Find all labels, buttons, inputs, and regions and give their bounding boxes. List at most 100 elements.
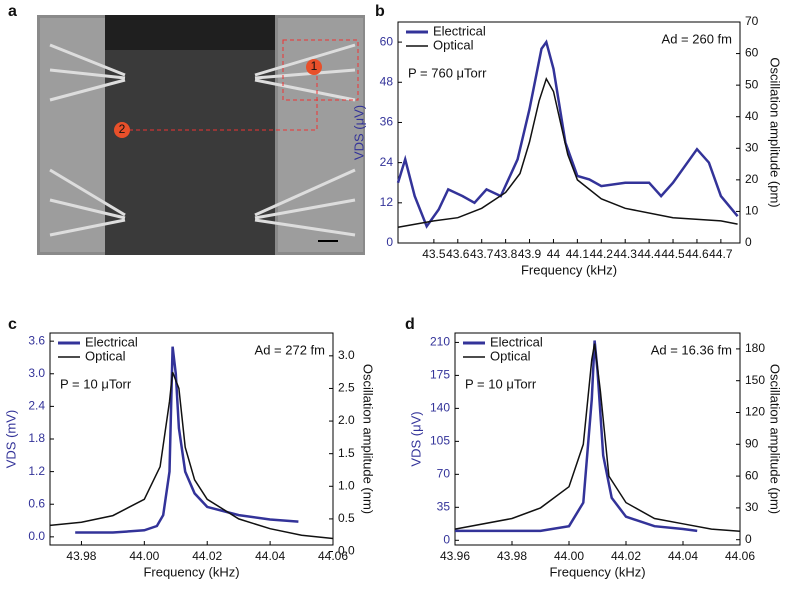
- x-tick-label: 44.4: [637, 247, 661, 261]
- y2-tick-label: 90: [745, 436, 759, 450]
- y-tick-label: 36: [380, 115, 394, 129]
- x-tick-label: 44.1: [566, 247, 590, 261]
- y2-tick-label: 50: [745, 77, 759, 91]
- x-tick-label: 44.02: [611, 549, 641, 563]
- y2-tick-label: 120: [745, 405, 765, 419]
- y-tick-label: 35: [437, 499, 451, 513]
- panel-label: a: [8, 3, 17, 20]
- legend-label: Electrical: [490, 334, 543, 349]
- x-tick-label: 44.06: [318, 549, 348, 563]
- y-tick-label: 2.4: [28, 399, 45, 413]
- y-tick-label: 0: [443, 532, 450, 546]
- annotation: P = 10 μTorr: [465, 376, 537, 391]
- x-tick-label: 43.96: [440, 549, 470, 563]
- y2-tick-label: 60: [745, 46, 759, 60]
- y-tick-label: 12: [380, 195, 394, 209]
- y-tick-label: 0.0: [28, 529, 45, 543]
- y-tick-label: 210: [430, 335, 450, 349]
- x-tick-label: 43.8: [494, 247, 518, 261]
- x-tick-label: 43.98: [497, 549, 527, 563]
- x-tick-label: 44: [547, 247, 561, 261]
- y-axis-label: VDS (μV): [351, 105, 366, 160]
- y-axis-label: VDS (mV): [3, 410, 18, 469]
- y2-tick-label: 150: [745, 373, 765, 387]
- y-tick-label: 0.6: [28, 496, 45, 510]
- marker-label: 2: [119, 122, 126, 136]
- x-tick-label: 44.00: [554, 549, 584, 563]
- y2-tick-label: 70: [745, 14, 759, 28]
- legend-label: Optical: [490, 348, 531, 363]
- series-line: [49, 371, 334, 540]
- x-tick-label: 44.00: [129, 549, 159, 563]
- legend-label: Optical: [433, 37, 474, 52]
- y2-tick-label: 10: [745, 204, 759, 218]
- y-tick-label: 3.6: [28, 333, 45, 347]
- x-tick-label: 44.04: [255, 549, 285, 563]
- y-tick-label: 140: [430, 401, 450, 415]
- panel-label: c: [8, 316, 17, 333]
- y2-tick-label: 2.0: [338, 413, 355, 427]
- x-tick-label: 44.06: [725, 549, 755, 563]
- y-tick-label: 3.0: [28, 366, 45, 380]
- annotation: Ad = 16.36 fm: [651, 342, 732, 357]
- annotation: P = 10 μTorr: [60, 376, 132, 391]
- x-tick-label: 44.2: [590, 247, 614, 261]
- y2-tick-label: 60: [745, 468, 759, 482]
- x-tick-label: 43.9: [518, 247, 542, 261]
- series-line: [455, 340, 698, 533]
- x-tick-label: 43.98: [66, 549, 96, 563]
- y2-tick-label: 1.5: [338, 446, 355, 460]
- annotation: Ad = 260 fm: [662, 31, 732, 46]
- x-axis-label: Frequency (kHz): [143, 564, 239, 579]
- y-tick-label: 24: [380, 155, 394, 169]
- annotation: Ad = 272 fm: [255, 342, 325, 357]
- marker-label: 1: [311, 59, 318, 73]
- y-tick-label: 0: [386, 235, 393, 249]
- series-line: [396, 39, 739, 229]
- y2-tick-label: 0.5: [338, 511, 355, 525]
- y-tick-label: 48: [380, 74, 394, 88]
- y2-tick-label: 0: [745, 532, 752, 546]
- x-axis-label: Frequency (kHz): [521, 262, 617, 277]
- y2-tick-label: 0: [745, 235, 752, 249]
- x-tick-label: 43.5: [422, 247, 446, 261]
- y2-axis-label: Oscillation amplitude (nm): [361, 364, 376, 514]
- plot-frame: [49, 332, 334, 546]
- y-tick-label: 70: [437, 467, 451, 481]
- x-tick-label: 43.7: [470, 247, 494, 261]
- y2-tick-label: 40: [745, 109, 759, 123]
- legend-label: Optical: [85, 348, 126, 363]
- x-tick-label: 44.6: [685, 247, 709, 261]
- y2-tick-label: 1.0: [338, 478, 355, 492]
- x-tick-label: 44.7: [709, 247, 733, 261]
- y2-tick-label: 20: [745, 172, 759, 186]
- y2-tick-label: 180: [745, 341, 765, 355]
- x-tick-label: 44.3: [614, 247, 638, 261]
- annotation: P = 760 μTorr: [408, 65, 487, 80]
- series-line: [75, 346, 299, 534]
- panel-label: b: [375, 3, 385, 20]
- y2-tick-label: 3.0: [338, 348, 355, 362]
- x-tick-label: 44.5: [661, 247, 685, 261]
- y2-axis-label: Oscillation amplitude (pm): [768, 57, 783, 207]
- y-axis-label: VDS (μV): [408, 411, 423, 466]
- legend-label: Electrical: [433, 23, 486, 38]
- y2-tick-label: 0.0: [338, 544, 355, 558]
- y-tick-label: 105: [430, 434, 450, 448]
- panel-label: d: [405, 316, 415, 333]
- x-tick-label: 44.04: [668, 549, 698, 563]
- sem-image: [37, 15, 365, 255]
- x-tick-label: 43.6: [446, 247, 470, 261]
- y-tick-label: 60: [380, 34, 394, 48]
- y-tick-label: 175: [430, 368, 450, 382]
- x-axis-label: Frequency (kHz): [549, 564, 645, 579]
- y2-tick-label: 2.5: [338, 381, 355, 395]
- plot-frame: [454, 332, 741, 546]
- y-tick-label: 1.2: [28, 464, 45, 478]
- legend-label: Electrical: [85, 334, 138, 349]
- series-line: [454, 343, 741, 532]
- y-tick-label: 1.8: [28, 431, 45, 445]
- y2-axis-label: Oscillation amplitude (pm): [768, 364, 783, 514]
- y2-tick-label: 30: [745, 500, 759, 514]
